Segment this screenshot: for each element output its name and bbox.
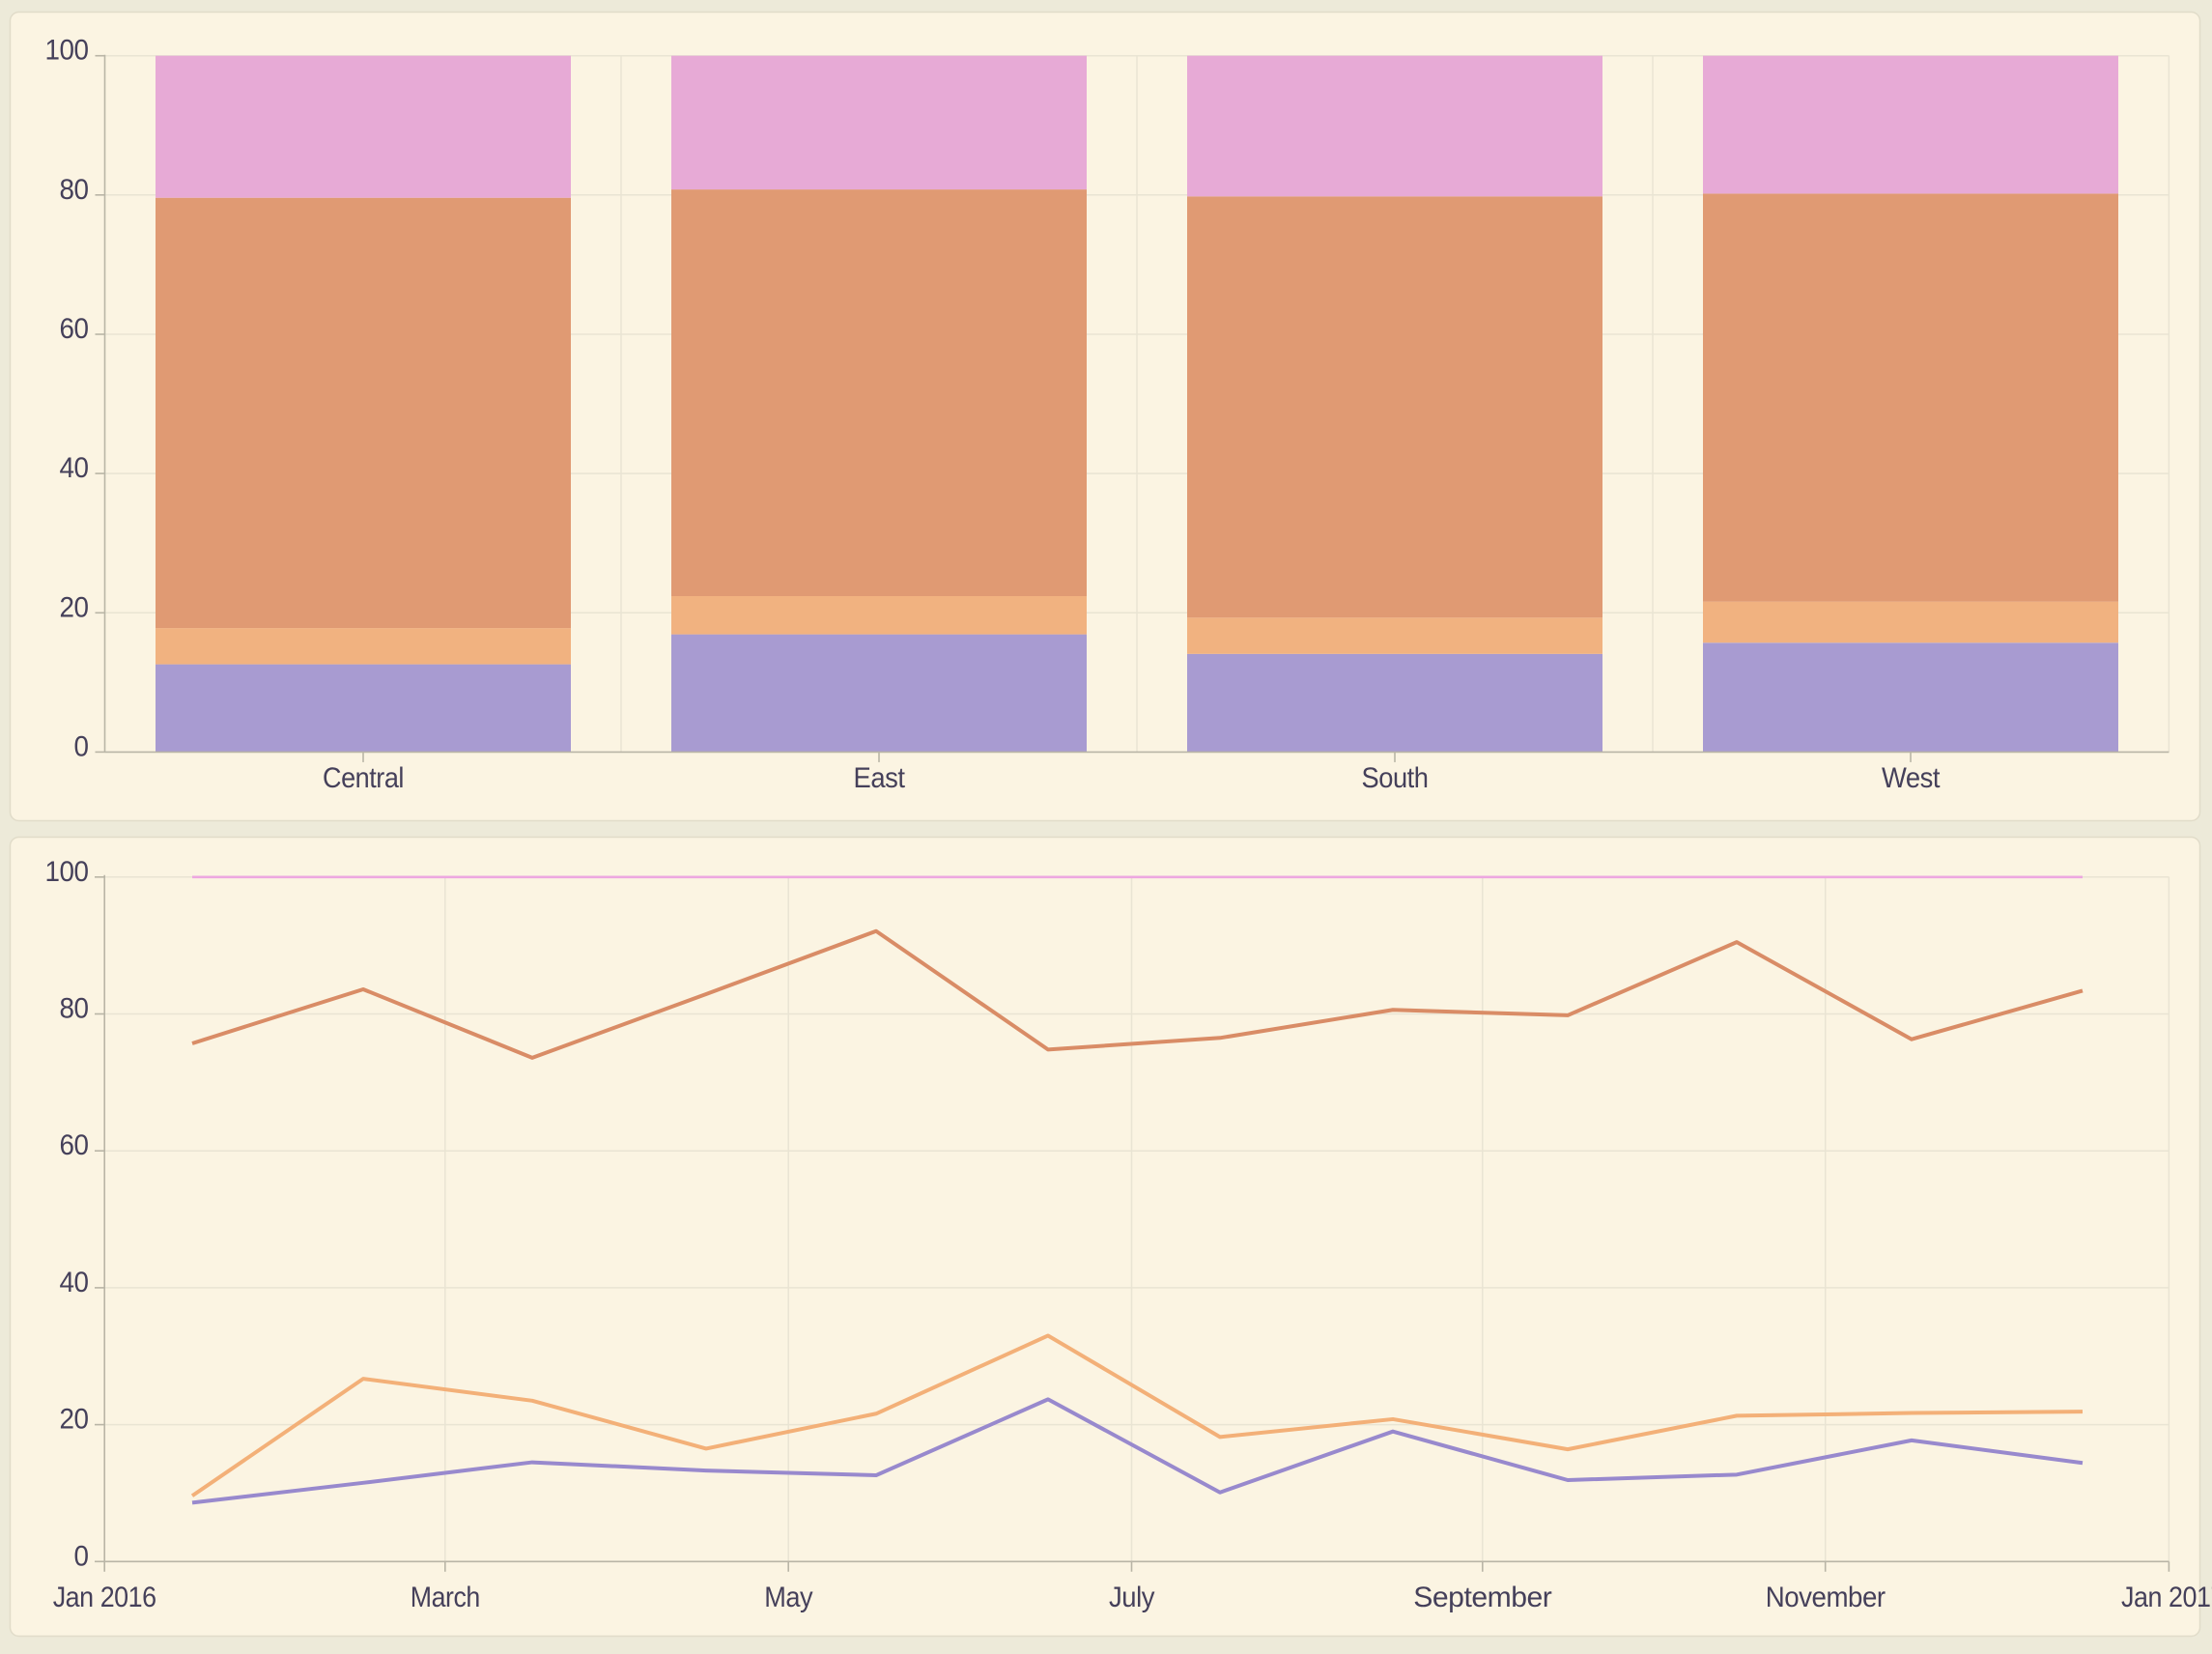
svg-text:20: 20 xyxy=(60,1404,89,1436)
svg-text:80: 80 xyxy=(60,993,89,1025)
svg-text:November: November xyxy=(1766,1582,1886,1613)
svg-text:September: September xyxy=(1413,1582,1552,1613)
svg-text:East: East xyxy=(854,762,906,794)
svg-text:20: 20 xyxy=(60,591,89,623)
svg-text:May: May xyxy=(764,1582,812,1613)
svg-text:100: 100 xyxy=(45,856,89,888)
svg-text:March: March xyxy=(411,1582,480,1613)
svg-text:July: July xyxy=(1109,1582,1154,1613)
svg-text:40: 40 xyxy=(60,1267,89,1298)
svg-text:40: 40 xyxy=(60,452,89,484)
svg-text:0: 0 xyxy=(74,730,89,762)
svg-text:0: 0 xyxy=(74,1540,89,1572)
svg-text:Central: Central xyxy=(323,762,404,794)
svg-text:South: South xyxy=(1362,762,1429,794)
svg-text:80: 80 xyxy=(60,174,89,206)
svg-text:60: 60 xyxy=(60,313,89,345)
svg-text:60: 60 xyxy=(60,1129,89,1161)
svg-text:Jan 2017: Jan 2017 xyxy=(2121,1582,2212,1613)
svg-text:West: West xyxy=(1882,762,1941,794)
svg-text:100: 100 xyxy=(45,35,89,67)
svg-text:Jan 2016: Jan 2016 xyxy=(53,1582,156,1613)
